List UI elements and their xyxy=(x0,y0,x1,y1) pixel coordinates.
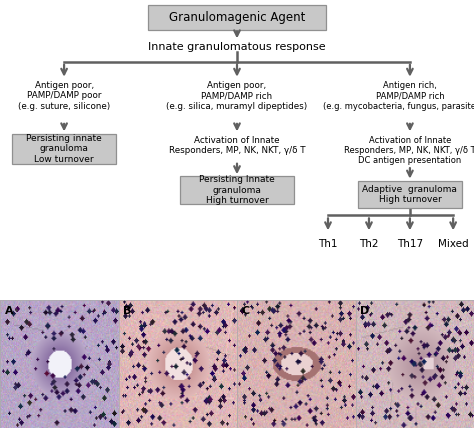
Text: Antigen poor,
PAMP/DAMP rich
(e.g. silica, muramyl dipeptides): Antigen poor, PAMP/DAMP rich (e.g. silic… xyxy=(166,81,308,111)
Text: Activation of Innate
Responders, MP, NK, NKT, γ/δ T: Activation of Innate Responders, MP, NK,… xyxy=(169,136,305,155)
Text: Adaptive  granuloma
High turnover: Adaptive granuloma High turnover xyxy=(363,185,457,205)
Text: Granulomagenic Agent: Granulomagenic Agent xyxy=(169,11,305,24)
Text: Mixed: Mixed xyxy=(438,239,468,249)
Text: Innate granulomatous response: Innate granulomatous response xyxy=(148,42,326,52)
Text: B: B xyxy=(123,306,132,316)
Text: Th2: Th2 xyxy=(359,239,379,249)
FancyBboxPatch shape xyxy=(12,134,117,164)
FancyBboxPatch shape xyxy=(148,5,326,30)
Text: Persisting Innate
granuloma
High turnover: Persisting Innate granuloma High turnove… xyxy=(199,175,275,205)
Text: Antigen poor,
PAMP/DAMP poor
(e.g. suture, silicone): Antigen poor, PAMP/DAMP poor (e.g. sutur… xyxy=(18,81,110,111)
Text: C: C xyxy=(242,306,250,316)
FancyBboxPatch shape xyxy=(180,176,294,204)
Text: Th17: Th17 xyxy=(397,239,423,249)
Text: D: D xyxy=(360,306,370,316)
Text: Antigen rich,
PAMP/DAMP rich
(e.g. mycobacteria, fungus, parasite ova): Antigen rich, PAMP/DAMP rich (e.g. mycob… xyxy=(323,81,474,111)
Text: Th1: Th1 xyxy=(318,239,338,249)
Text: Persisting innate
granuloma
Low turnover: Persisting innate granuloma Low turnover xyxy=(26,134,102,164)
FancyBboxPatch shape xyxy=(357,181,462,208)
Text: A: A xyxy=(5,306,13,316)
Text: Activation of Innate
Responders, MP, NK, NKT, γ/δ T
DC antigen presentation: Activation of Innate Responders, MP, NK,… xyxy=(344,136,474,166)
